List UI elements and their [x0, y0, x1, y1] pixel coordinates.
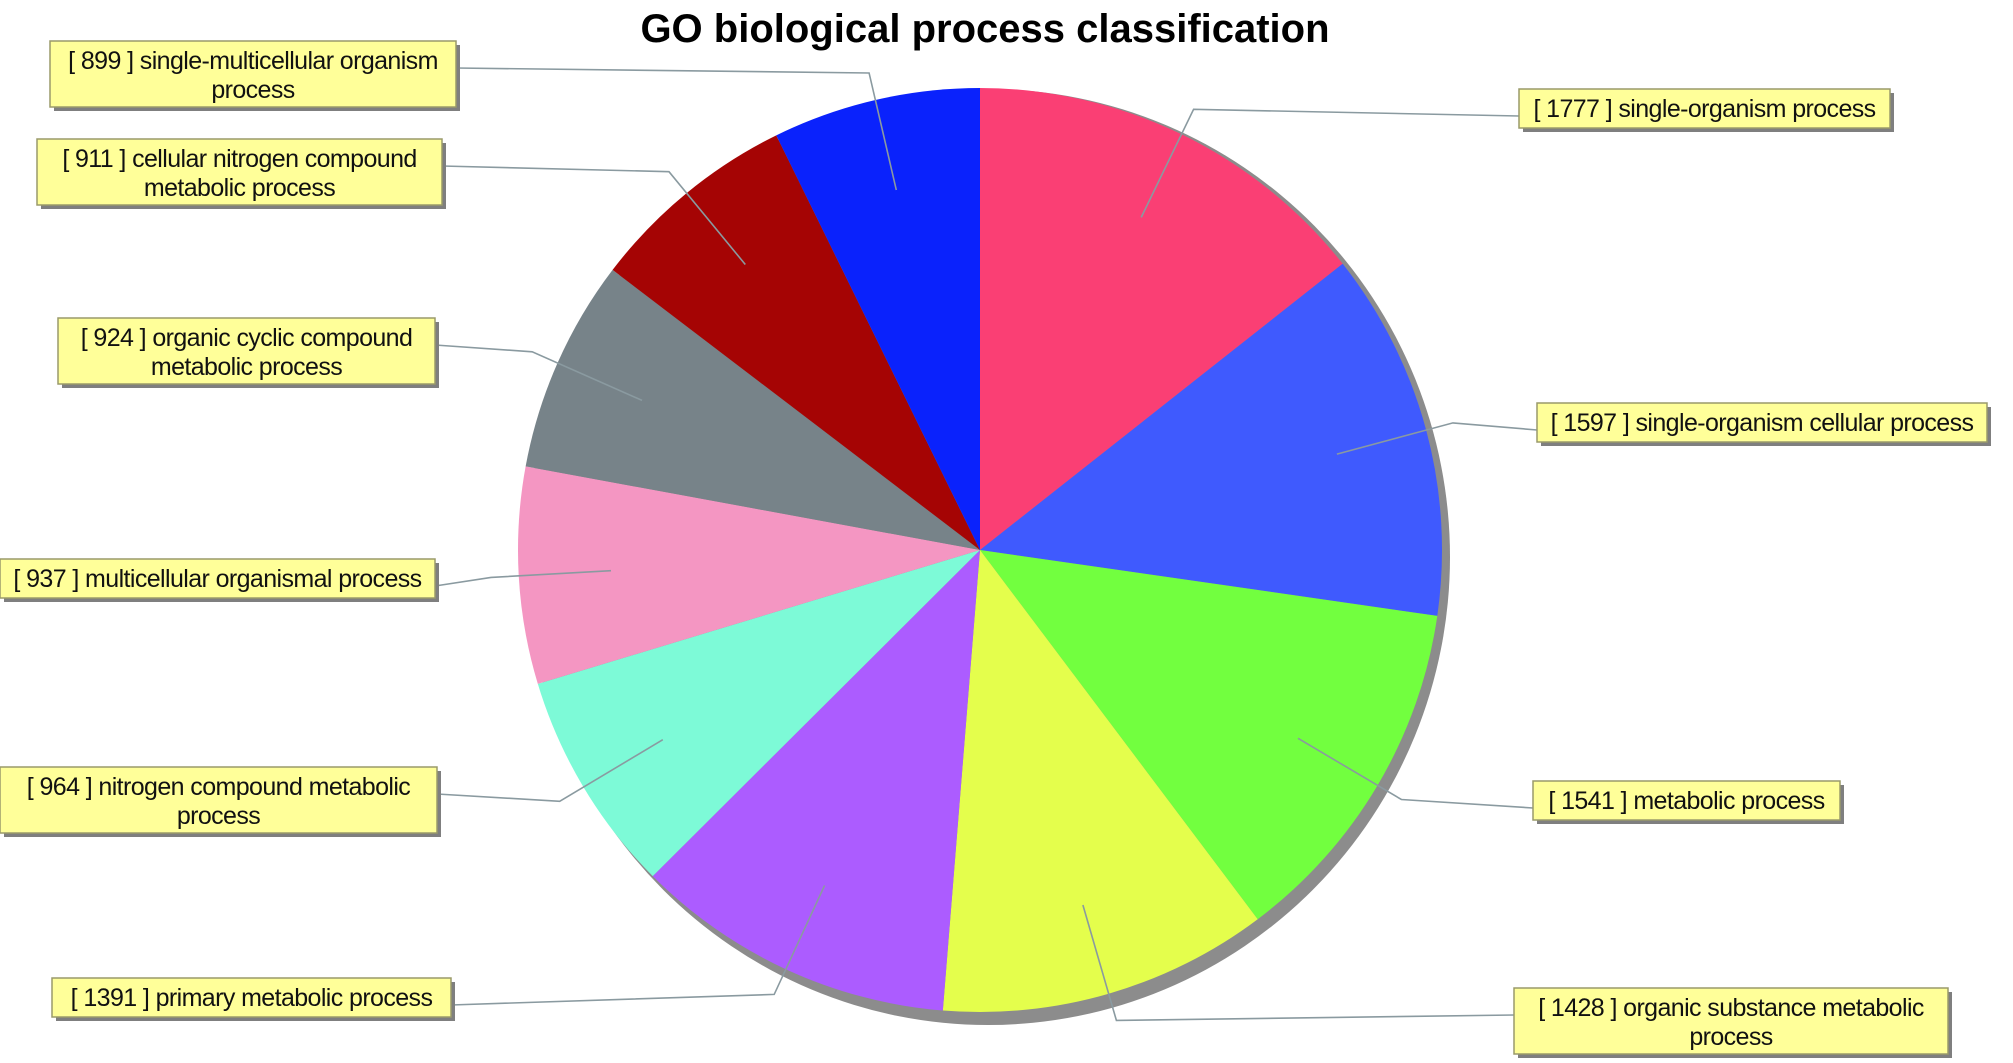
- leader-line: [1297, 737, 1534, 809]
- slice-label: [ 924 ] organic cyclic compoundmetabolic…: [57, 317, 439, 388]
- slice-label-text: [ 1777 ] single-organism process: [1533, 95, 1875, 123]
- slice-label-text: metabolic process: [151, 353, 342, 381]
- slice-label: [ 937 ] multicellular organismal process: [0, 558, 439, 602]
- slice-label-text: [ 924 ] organic cyclic compound: [81, 324, 413, 352]
- slice-label: [ 911 ] cellular nitrogen compoundmetabo…: [36, 138, 446, 209]
- pie-slice: [942, 550, 1258, 1012]
- slice-labels: [ 1777 ] single-organism process [ 1597 ]…: [0, 40, 1991, 1058]
- slice-label-text: [ 1391 ] primary metabolic process: [71, 984, 433, 1012]
- pie-slice: [525, 269, 980, 550]
- pie-slice: [537, 550, 980, 877]
- slice-label-text: [ 964 ] nitrogen compound metabolic: [27, 773, 411, 801]
- slice-label: [ 1391 ] primary metabolic process: [51, 977, 455, 1021]
- leader-lines: [434, 67, 1538, 1022]
- leader-line: [455, 67, 898, 191]
- slice-label-text: [ 899 ] single-multicellular organism: [68, 47, 438, 75]
- pie-slice: [652, 550, 980, 1011]
- slice-label: [ 899 ] single-multicellular organismpro…: [49, 40, 460, 111]
- slice-label-text: [ 1428 ] organic substance metabolic: [1538, 994, 1924, 1022]
- slice-label-box: [51, 977, 452, 1018]
- pie-slice: [612, 135, 980, 550]
- leader-line: [434, 569, 612, 587]
- slice-label: [ 1428 ] organic substance metabolicproc…: [1513, 987, 1952, 1058]
- leader-line: [1336, 422, 1538, 455]
- slice-label-text: [ 1541 ] metabolic process: [1548, 787, 1824, 815]
- pie-slice: [980, 263, 1443, 616]
- slice-label-text: process: [1689, 1023, 1772, 1051]
- leader-line: [1140, 108, 1520, 218]
- slice-label-box: [1532, 780, 1841, 821]
- slice-label: [ 1777 ] single-organism process: [1518, 88, 1894, 132]
- slice-label-box: [36, 138, 443, 206]
- slice-label-box: [0, 558, 436, 599]
- slice-label-box: [0, 766, 438, 834]
- slice-label-text: metabolic process: [144, 174, 335, 202]
- pie-slice: [980, 550, 1438, 920]
- pie-slice: [776, 88, 980, 550]
- pie-slices: [517, 88, 1443, 1012]
- slice-label: [ 964 ] nitrogen compound metabolicproce…: [0, 766, 441, 837]
- leader-line: [441, 165, 746, 266]
- slice-label-text: [ 1597 ] single-organism cellular proces…: [1551, 409, 1974, 437]
- slice-label: [ 1541 ] metabolic process: [1532, 780, 1844, 824]
- slice-label-box: [1513, 987, 1949, 1055]
- pie-slice: [980, 88, 1343, 550]
- slice-label-text: process: [211, 76, 294, 104]
- leader-line: [434, 344, 643, 402]
- slice-label-text: [ 937 ] multicellular organismal process: [13, 565, 421, 593]
- chart-title: GO biological process classification: [640, 7, 1329, 51]
- leader-line: [436, 739, 664, 803]
- slice-label-box: [57, 317, 436, 385]
- slice-label-box: [1536, 402, 1988, 443]
- slice-label: [ 1597 ] single-organism cellular proces…: [1536, 402, 1991, 446]
- slice-label-box: [49, 40, 457, 108]
- slice-label-box: [1518, 88, 1891, 129]
- leader-line: [450, 885, 826, 1006]
- slice-label-text: process: [177, 802, 260, 830]
- pie-slice: [517, 466, 980, 684]
- slice-label-text: [ 911 ] cellular nitrogen compound: [62, 145, 416, 173]
- leader-line: [1082, 904, 1515, 1022]
